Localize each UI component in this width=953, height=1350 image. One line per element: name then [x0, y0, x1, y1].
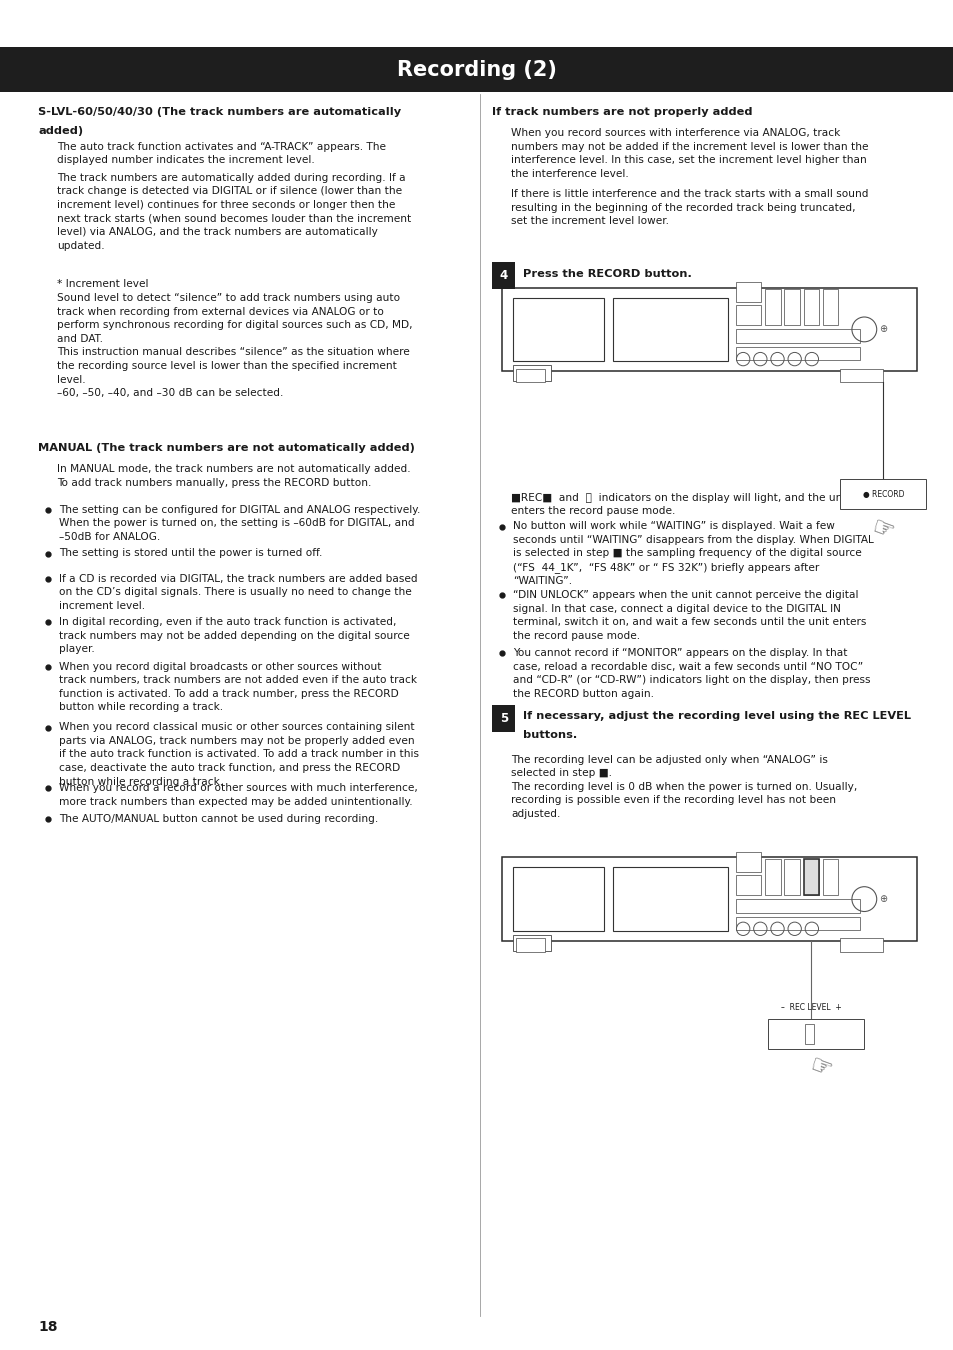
Text: –  REC LEVEL  +: – REC LEVEL + [781, 1003, 841, 1012]
Bar [516, 938, 544, 952]
Bar [492, 705, 515, 732]
Text: 18: 18 [38, 1320, 57, 1334]
Bar [516, 369, 544, 382]
Bar [513, 366, 551, 382]
Text: S-LVL-60/50/40/30 (The track numbers are automatically: S-LVL-60/50/40/30 (The track numbers are… [38, 107, 401, 116]
Text: The setting can be configured for DIGITAL and ANALOG respectively.
When the powe: The setting can be configured for DIGITA… [59, 505, 420, 543]
Text: ⊕: ⊕ [879, 324, 886, 335]
Text: 5: 5 [499, 711, 507, 725]
Text: In MANUAL mode, the track numbers are not automatically added.
To add track numb: In MANUAL mode, the track numbers are no… [57, 464, 411, 487]
Text: When you record sources with interference via ANALOG, track
numbers may not be a: When you record sources with interferenc… [511, 128, 868, 180]
Bar [802, 859, 819, 895]
Text: Press the RECORD button.: Press the RECORD button. [522, 269, 691, 278]
Bar [804, 1023, 813, 1045]
Text: ● RECORD: ● RECORD [862, 490, 903, 498]
Bar [735, 282, 760, 302]
Text: When you record a record or other sources with much interference,
more track num: When you record a record or other source… [59, 783, 417, 806]
Bar [802, 859, 819, 895]
Bar [802, 289, 819, 325]
Bar [783, 859, 799, 895]
Text: The AUTO/MANUAL button cannot be used during recording.: The AUTO/MANUAL button cannot be used du… [59, 814, 378, 824]
Bar [613, 298, 727, 362]
Bar [783, 289, 799, 325]
Text: 4: 4 [499, 269, 507, 282]
Bar [501, 288, 916, 371]
Text: When you record digital broadcasts or other sources without
track numbers, track: When you record digital broadcasts or ot… [59, 662, 416, 713]
Text: MANUAL (The track numbers are not automatically added): MANUAL (The track numbers are not automa… [38, 443, 415, 452]
Text: buttons.: buttons. [522, 730, 577, 740]
Text: ⊕: ⊕ [879, 894, 886, 904]
Bar [840, 938, 882, 952]
Text: The setting is stored until the power is turned off.: The setting is stored until the power is… [59, 548, 322, 558]
Text: Recording (2): Recording (2) [396, 59, 557, 80]
Bar [735, 329, 859, 343]
Bar [513, 298, 603, 362]
Text: The auto track function activates and “A-TRACK” appears. The
displayed number in: The auto track function activates and “A… [57, 142, 386, 165]
Text: The track numbers are automatically added during recording. If a
track change is: The track numbers are automatically adde… [57, 173, 411, 251]
Text: “DIN UNLOCK” appears when the unit cannot perceive the digital
signal. In that c: “DIN UNLOCK” appears when the unit canno… [513, 590, 865, 641]
Bar [840, 479, 925, 509]
Text: If a CD is recorded via DIGITAL, the track numbers are added based
on the CD’s d: If a CD is recorded via DIGITAL, the tra… [59, 574, 417, 612]
Bar [764, 859, 780, 895]
Text: ■REC■  and  ⏸  indicators on the display will light, and the unit
enters the rec: ■REC■ and ⏸ indicators on the display wi… [511, 493, 849, 516]
Text: If necessary, adjust the recording level using the REC LEVEL: If necessary, adjust the recording level… [522, 711, 910, 721]
Bar [513, 934, 551, 950]
Bar [513, 867, 603, 932]
Text: The recording level can be adjusted only when “ANALOG” is
selected in step ■.
Th: The recording level can be adjusted only… [511, 755, 857, 819]
Bar [735, 347, 859, 360]
Text: You cannot record if “MONITOR” appears on the display. In that
case, reload a re: You cannot record if “MONITOR” appears o… [513, 648, 870, 699]
Text: No button will work while “WAITING” is displayed. Wait a few
seconds until “WAIT: No button will work while “WAITING” is d… [513, 521, 873, 586]
Bar [764, 289, 780, 325]
Text: ☞: ☞ [805, 1053, 835, 1083]
Text: * Increment level
Sound level to detect “silence” to add track numbers using aut: * Increment level Sound level to detect … [57, 279, 413, 398]
Text: ☞: ☞ [868, 516, 897, 545]
Bar [735, 305, 760, 325]
Text: If track numbers are not properly added: If track numbers are not properly added [492, 107, 752, 116]
Bar [613, 867, 727, 932]
Bar [840, 369, 882, 382]
Bar [822, 859, 838, 895]
Bar [735, 899, 859, 913]
Text: If there is little interference and the track starts with a small sound
resultin: If there is little interference and the … [511, 189, 868, 227]
Bar [735, 852, 760, 872]
Bar [735, 917, 859, 930]
Text: When you record classical music or other sources containing silent
parts via ANA: When you record classical music or other… [59, 722, 418, 787]
Bar [492, 262, 515, 289]
Bar [501, 857, 916, 941]
Bar [735, 875, 760, 895]
Text: In digital recording, even if the auto track function is activated,
track number: In digital recording, even if the auto t… [59, 617, 410, 655]
Bar [822, 289, 838, 325]
Bar [0, 47, 953, 92]
Bar [767, 1019, 863, 1049]
Text: added): added) [38, 126, 83, 135]
